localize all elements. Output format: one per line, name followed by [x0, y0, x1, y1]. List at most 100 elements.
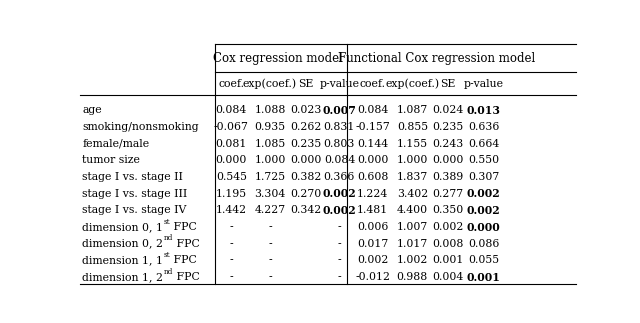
Text: 0.055: 0.055: [468, 255, 499, 266]
Text: 0.545: 0.545: [216, 172, 247, 182]
Text: 1.000: 1.000: [254, 155, 285, 165]
Text: 0.342: 0.342: [290, 205, 321, 215]
Text: nd: nd: [163, 267, 173, 276]
Text: 0.000: 0.000: [433, 155, 464, 165]
Text: 0.002: 0.002: [357, 255, 388, 266]
Text: FPC: FPC: [170, 222, 197, 232]
Text: 1.085: 1.085: [254, 139, 285, 149]
Text: 1.837: 1.837: [397, 172, 428, 182]
Text: 0.023: 0.023: [290, 105, 321, 115]
Text: Functional Cox regression model: Functional Cox regression model: [339, 52, 536, 65]
Text: 0.664: 0.664: [468, 139, 499, 149]
Text: SE: SE: [298, 79, 314, 89]
Text: 0.002: 0.002: [433, 222, 464, 232]
Text: 0.608: 0.608: [357, 172, 388, 182]
Text: 1.087: 1.087: [397, 105, 428, 115]
Text: 0.024: 0.024: [433, 105, 463, 115]
Text: 0.002: 0.002: [323, 188, 356, 199]
Text: 0.007: 0.007: [323, 105, 356, 116]
Text: 0.084: 0.084: [357, 105, 388, 115]
Text: 0.243: 0.243: [433, 139, 463, 149]
Text: 3.304: 3.304: [254, 189, 285, 199]
Text: 0.002: 0.002: [467, 188, 500, 199]
Text: 0.307: 0.307: [468, 172, 499, 182]
Text: 0.235: 0.235: [433, 122, 463, 132]
Text: 0.350: 0.350: [433, 205, 463, 215]
Text: 0.988: 0.988: [397, 272, 428, 282]
Text: 0.084: 0.084: [324, 155, 355, 165]
Text: nd: nd: [163, 234, 173, 242]
Text: exp(coef.): exp(coef.): [243, 79, 297, 89]
Text: 0.366: 0.366: [324, 172, 355, 182]
Text: -: -: [230, 272, 233, 282]
Text: 0.004: 0.004: [433, 272, 463, 282]
Text: -: -: [268, 222, 272, 232]
Text: -: -: [230, 239, 233, 249]
Text: dimension 1, 2: dimension 1, 2: [83, 272, 163, 282]
Text: -: -: [230, 222, 233, 232]
Text: 0.081: 0.081: [216, 139, 247, 149]
Text: 1.002: 1.002: [397, 255, 428, 266]
Text: 0.000: 0.000: [357, 155, 388, 165]
Text: st: st: [163, 218, 170, 225]
Text: -: -: [268, 239, 272, 249]
Text: exp(coef.): exp(coef.): [385, 79, 440, 89]
Text: 0.855: 0.855: [397, 122, 428, 132]
Text: 1.442: 1.442: [216, 205, 247, 215]
Text: 0.636: 0.636: [468, 122, 499, 132]
Text: 0.001: 0.001: [433, 255, 464, 266]
Text: 1.725: 1.725: [255, 172, 285, 182]
Text: dimension 0, 1: dimension 0, 1: [83, 222, 163, 232]
Text: 0.935: 0.935: [255, 122, 285, 132]
Text: -: -: [337, 222, 341, 232]
Text: female/male: female/male: [83, 139, 150, 149]
Text: 3.402: 3.402: [397, 189, 428, 199]
Text: 4.400: 4.400: [397, 205, 428, 215]
Text: 0.013: 0.013: [467, 105, 500, 116]
Text: FPC: FPC: [173, 272, 200, 282]
Text: -: -: [337, 272, 341, 282]
Text: 1.088: 1.088: [254, 105, 285, 115]
Text: stage I vs. stage III: stage I vs. stage III: [83, 189, 188, 199]
Text: 0.277: 0.277: [433, 189, 463, 199]
Text: 0.262: 0.262: [290, 122, 321, 132]
Text: 0.017: 0.017: [357, 239, 388, 249]
Text: 0.382: 0.382: [290, 172, 321, 182]
Text: 0.550: 0.550: [468, 155, 499, 165]
Text: Cox regression model: Cox regression model: [214, 52, 343, 65]
Text: st: st: [163, 251, 170, 259]
Text: dimension 1, 1: dimension 1, 1: [83, 255, 163, 266]
Text: 0.000: 0.000: [467, 222, 500, 233]
Text: SE: SE: [440, 79, 456, 89]
Text: 0.008: 0.008: [433, 239, 464, 249]
Text: coef.: coef.: [360, 79, 386, 89]
Text: 0.086: 0.086: [468, 239, 499, 249]
Text: 0.803: 0.803: [324, 139, 355, 149]
Text: coef.: coef.: [218, 79, 244, 89]
Text: 1.155: 1.155: [397, 139, 428, 149]
Text: 1.224: 1.224: [357, 189, 388, 199]
Text: 1.017: 1.017: [397, 239, 428, 249]
Text: age: age: [83, 105, 102, 115]
Text: -0.012: -0.012: [355, 272, 390, 282]
Text: 0.144: 0.144: [357, 139, 388, 149]
Text: 0.270: 0.270: [290, 189, 321, 199]
Text: stage I vs. stage II: stage I vs. stage II: [83, 172, 183, 182]
Text: FPC: FPC: [173, 239, 200, 249]
Text: 1.000: 1.000: [397, 155, 428, 165]
Text: 0.084: 0.084: [216, 105, 247, 115]
Text: 0.000: 0.000: [290, 155, 321, 165]
Text: p-value: p-value: [464, 79, 504, 89]
Text: -: -: [337, 239, 341, 249]
Text: 0.235: 0.235: [290, 139, 321, 149]
Text: 0.000: 0.000: [216, 155, 247, 165]
Text: smoking/nonsmoking: smoking/nonsmoking: [83, 122, 199, 132]
Text: 4.227: 4.227: [255, 205, 285, 215]
Text: 1.195: 1.195: [216, 189, 247, 199]
Text: -: -: [268, 255, 272, 266]
Text: 0.001: 0.001: [467, 272, 500, 283]
Text: stage I vs. stage IV: stage I vs. stage IV: [83, 205, 187, 215]
Text: dimension 0, 2: dimension 0, 2: [83, 239, 163, 249]
Text: -: -: [230, 255, 233, 266]
Text: 0.389: 0.389: [433, 172, 463, 182]
